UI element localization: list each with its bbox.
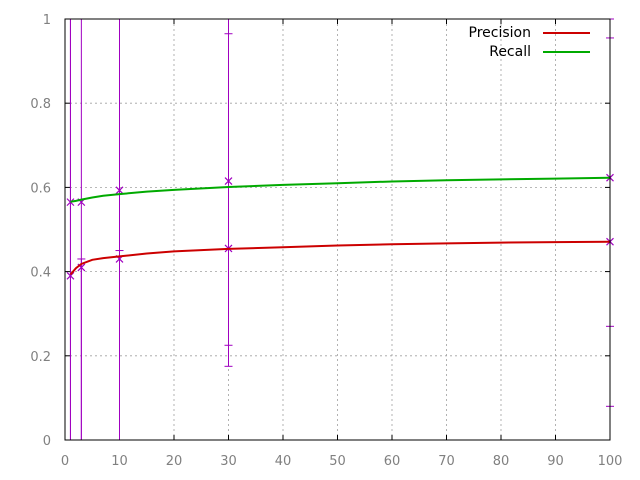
y-tick-label: 0.2 xyxy=(30,350,51,365)
grid xyxy=(64,18,611,441)
x-tick-label: 20 xyxy=(166,454,183,469)
x-tick-label: 0 xyxy=(61,454,69,469)
x-tick-label: 60 xyxy=(384,454,401,469)
legend-label-precision: Precision xyxy=(469,25,531,41)
tick-labels: 0 10 20 30 40 50 60 70 80 90 100 0 0.2 0.4 0.6 0.8 1 xyxy=(30,13,622,469)
error-bars xyxy=(66,18,614,441)
y-tick-label: 0.8 xyxy=(30,97,51,112)
y-tick-label: 0.6 xyxy=(30,181,51,196)
x-tick-label: 30 xyxy=(220,454,237,469)
x-tick-label: 10 xyxy=(111,454,128,469)
y-tick-label: 1 xyxy=(43,13,51,28)
legend: Precision Recall xyxy=(469,25,590,60)
y-tick-label: 0.4 xyxy=(30,266,51,281)
legend-label-recall: Recall xyxy=(489,44,531,60)
data-point-marker xyxy=(66,271,75,280)
x-tick-label: 80 xyxy=(493,454,510,469)
data-point-marker xyxy=(115,186,124,195)
series-lines xyxy=(69,176,611,276)
series-line-precision xyxy=(69,240,611,276)
x-tick-label: 70 xyxy=(438,454,455,469)
x-tick-label: 100 xyxy=(598,454,623,469)
x-tick-label: 50 xyxy=(329,454,346,469)
x-tick-label: 40 xyxy=(275,454,292,469)
series-line-recall xyxy=(70,176,611,203)
plot-frame xyxy=(64,18,611,441)
x-tick-label: 90 xyxy=(547,454,564,469)
y-tick-label: 0 xyxy=(43,434,51,449)
